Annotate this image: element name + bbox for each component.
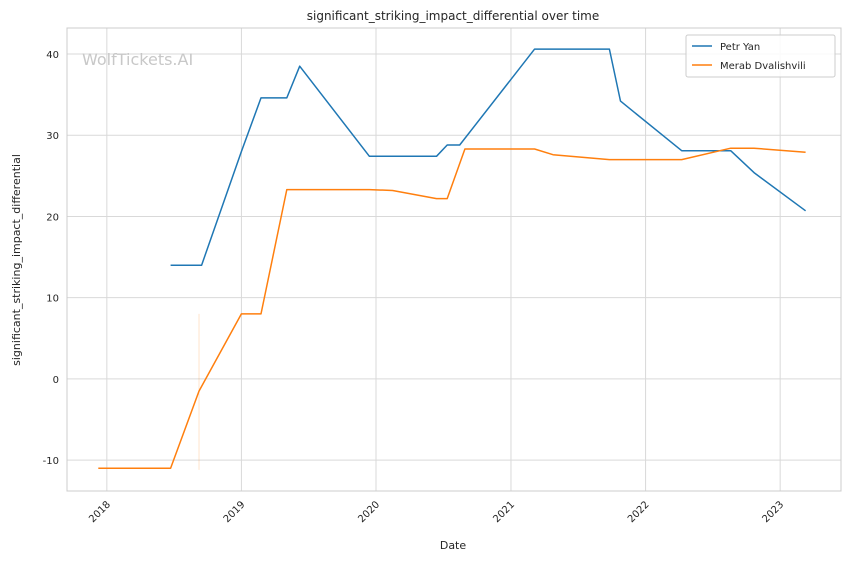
y-tick-label: -10 <box>43 456 59 467</box>
watermark: WolfTickets.AI <box>82 50 193 69</box>
y-axis-label: significant_striking_impact_differential <box>10 154 23 366</box>
x-tick-label: 2019 <box>222 499 248 525</box>
x-tick-label: 2020 <box>356 499 382 525</box>
legend-box <box>685 34 836 78</box>
x-tick-label: 2022 <box>626 499 652 525</box>
x-tick-label: 2018 <box>87 499 113 525</box>
y-tick-label: 20 <box>46 212 59 223</box>
series-line-merab-dvalishvili <box>98 147 806 470</box>
y-tick-label: 10 <box>46 294 59 305</box>
plot-area: WolfTickets.AI <box>66 27 842 492</box>
plot-frame <box>66 27 842 492</box>
legend-label: Petr Yan <box>720 42 760 53</box>
series-line-petr-yan <box>170 48 807 266</box>
y-tick-label: 30 <box>46 131 59 142</box>
x-tick-label: 2023 <box>761 499 787 525</box>
x-axis: 2018 2019 2020 2021 2022 2023 <box>87 499 786 525</box>
y-axis: -10 0 10 20 30 40 <box>43 50 59 467</box>
legend: Petr Yan Merab Dvalishvili <box>685 34 836 78</box>
chart-title: significant_striking_impact_differential… <box>307 9 599 23</box>
x-tick-label: 2021 <box>491 499 517 525</box>
legend-label: Merab Dvalishvili <box>720 61 806 72</box>
x-axis-label: Date <box>440 539 467 552</box>
y-tick-label: 40 <box>46 50 59 61</box>
series-layer <box>98 48 807 470</box>
y-tick-label: 0 <box>53 375 59 386</box>
grid <box>67 28 841 491</box>
